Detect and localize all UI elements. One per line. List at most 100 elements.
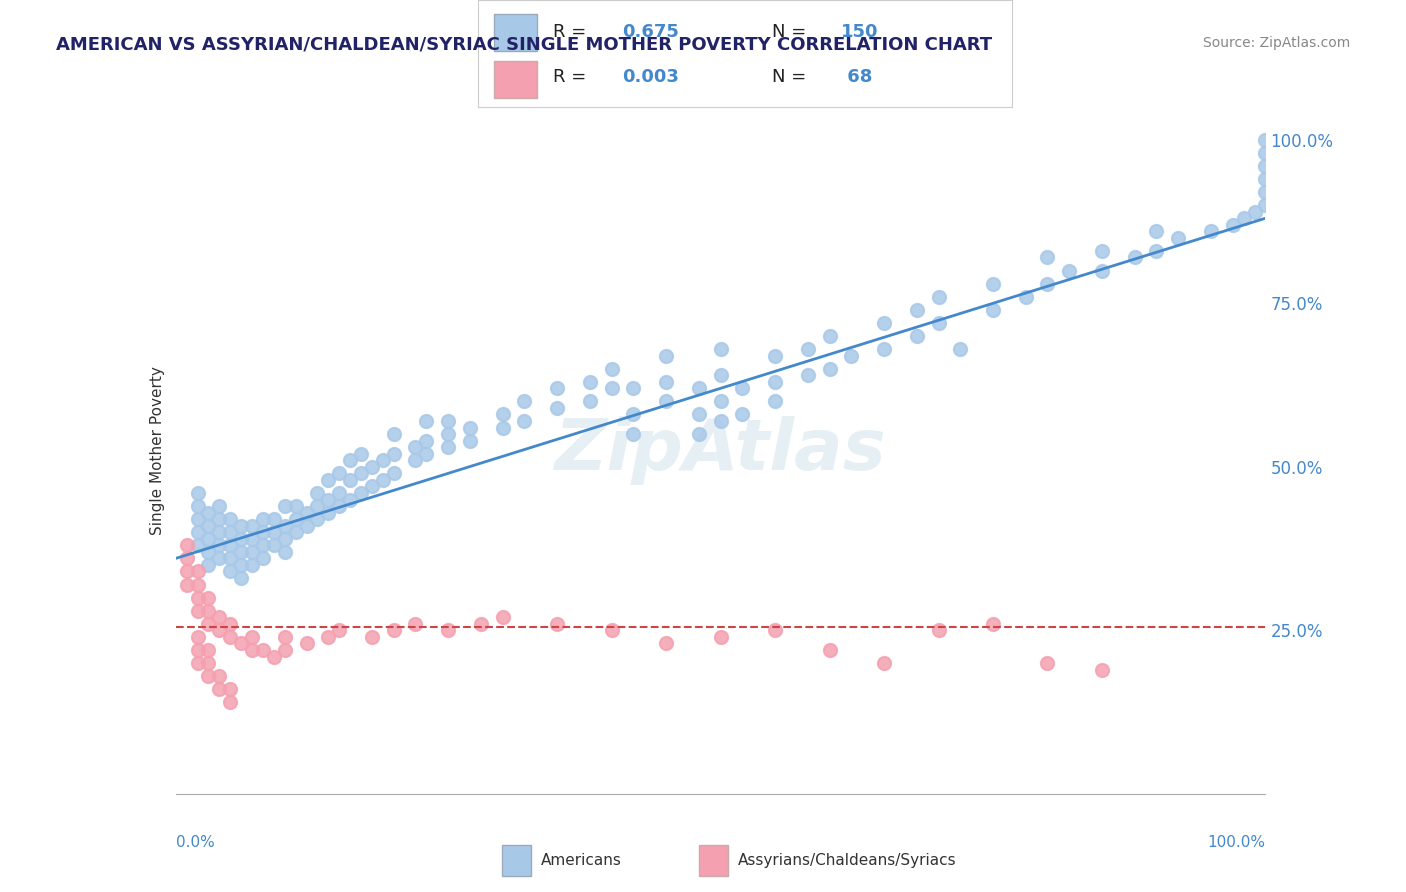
- Point: [382, 624, 405, 638]
- Point: [796, 342, 818, 356]
- Point: [981, 302, 1004, 317]
- FancyBboxPatch shape: [494, 61, 537, 98]
- Point: [284, 525, 307, 540]
- Point: [818, 361, 841, 376]
- Point: [371, 473, 394, 487]
- Y-axis label: Single Mother Poverty: Single Mother Poverty: [149, 366, 165, 535]
- Point: [208, 669, 231, 683]
- Point: [231, 532, 253, 546]
- Point: [513, 394, 536, 409]
- Point: [415, 414, 437, 428]
- Point: [360, 630, 382, 644]
- Point: [240, 558, 263, 572]
- Point: [731, 381, 754, 395]
- Point: [307, 512, 329, 526]
- Text: N =: N =: [772, 68, 811, 86]
- Point: [405, 453, 427, 467]
- Point: [360, 459, 382, 474]
- Point: [197, 616, 219, 631]
- Point: [219, 565, 242, 579]
- Point: [492, 408, 515, 422]
- Point: [655, 349, 678, 363]
- Point: [219, 616, 242, 631]
- Point: [240, 545, 263, 559]
- Point: [405, 440, 427, 454]
- Point: [186, 525, 209, 540]
- Point: [231, 571, 253, 585]
- Point: [318, 506, 340, 520]
- Point: [905, 302, 928, 317]
- Point: [405, 616, 427, 631]
- Point: [360, 479, 382, 493]
- Point: [274, 630, 297, 644]
- Point: [263, 649, 285, 664]
- Point: [1232, 211, 1256, 226]
- Point: [186, 643, 209, 657]
- FancyBboxPatch shape: [494, 14, 537, 52]
- Point: [621, 408, 644, 422]
- Point: [274, 518, 297, 533]
- Point: [219, 525, 242, 540]
- Point: [231, 636, 253, 650]
- Point: [1123, 251, 1146, 265]
- Point: [252, 551, 274, 566]
- Point: [186, 538, 209, 552]
- Point: [492, 420, 515, 434]
- FancyBboxPatch shape: [699, 846, 728, 876]
- Point: [263, 538, 285, 552]
- Point: [318, 630, 340, 644]
- Point: [350, 467, 373, 481]
- Text: 150: 150: [841, 23, 879, 41]
- FancyBboxPatch shape: [502, 846, 531, 876]
- Point: [307, 499, 329, 513]
- Point: [328, 624, 350, 638]
- Point: [197, 591, 219, 605]
- Point: [470, 616, 492, 631]
- Point: [186, 604, 209, 618]
- Point: [252, 538, 274, 552]
- Point: [197, 604, 219, 618]
- Point: [655, 375, 678, 389]
- Point: [1254, 145, 1277, 160]
- Point: [763, 624, 786, 638]
- Point: [763, 394, 786, 409]
- Point: [546, 616, 568, 631]
- Point: [458, 420, 481, 434]
- Point: [710, 368, 733, 383]
- Point: [1015, 290, 1038, 304]
- Point: [197, 558, 219, 572]
- Point: [688, 427, 710, 442]
- Point: [295, 506, 318, 520]
- Point: [176, 551, 198, 566]
- Point: [186, 591, 209, 605]
- Point: [328, 499, 350, 513]
- Text: N =: N =: [772, 23, 811, 41]
- Point: [873, 316, 896, 330]
- Point: [437, 624, 460, 638]
- Point: [621, 381, 644, 395]
- Point: [197, 643, 219, 657]
- Point: [240, 630, 263, 644]
- Point: [328, 486, 350, 500]
- Text: Source: ZipAtlas.com: Source: ZipAtlas.com: [1202, 36, 1350, 50]
- Point: [621, 427, 644, 442]
- Point: [318, 473, 340, 487]
- Point: [197, 518, 219, 533]
- Point: [1254, 198, 1277, 212]
- Point: [208, 525, 231, 540]
- Point: [240, 532, 263, 546]
- Point: [731, 408, 754, 422]
- Point: [318, 492, 340, 507]
- Point: [328, 467, 350, 481]
- Point: [1199, 224, 1222, 238]
- Point: [231, 558, 253, 572]
- Point: [818, 329, 841, 343]
- Point: [240, 518, 263, 533]
- Point: [928, 290, 950, 304]
- Point: [231, 545, 253, 559]
- Point: [197, 532, 219, 546]
- Point: [339, 492, 361, 507]
- Point: [1144, 224, 1167, 238]
- Point: [295, 636, 318, 650]
- Point: [981, 277, 1004, 291]
